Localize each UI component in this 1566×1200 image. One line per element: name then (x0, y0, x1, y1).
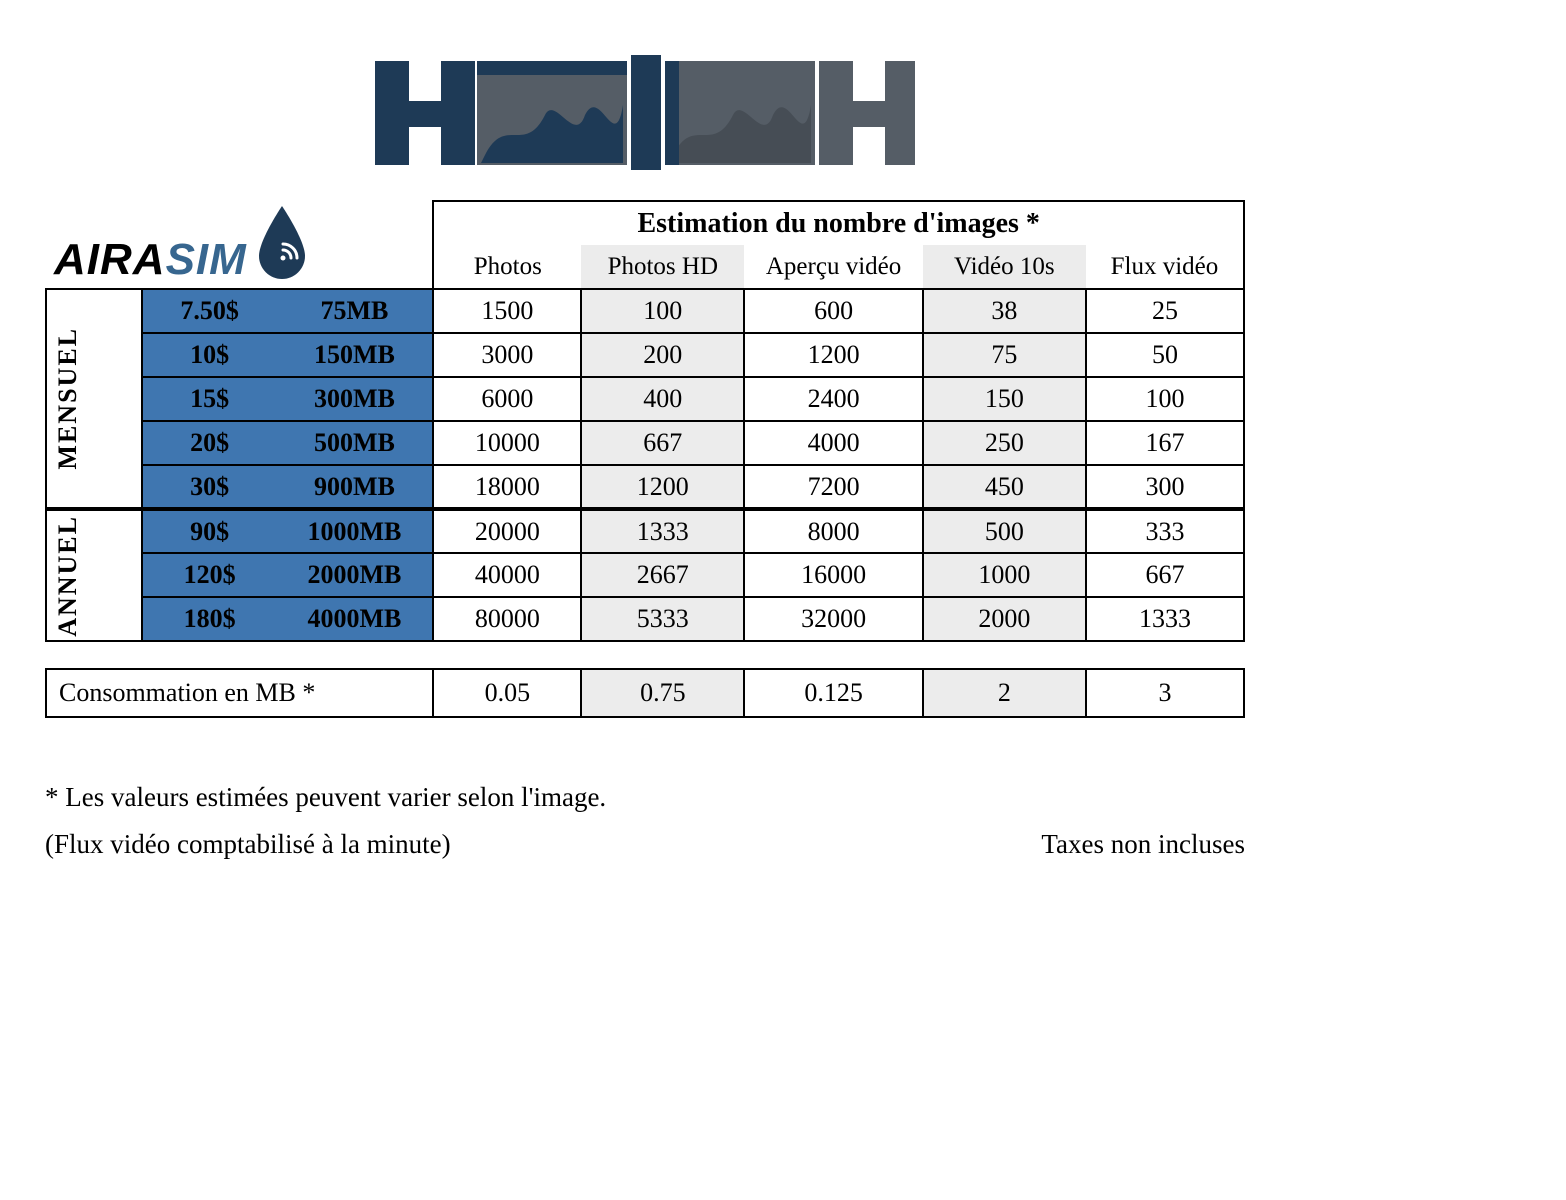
table-row: 180$4000MB8000053333200020001333 (46, 597, 1244, 641)
brand-text-b: SIM (166, 235, 247, 284)
plan-data: 900MB (276, 465, 433, 509)
plan-price: 20$ (142, 421, 277, 465)
brand-cell: AIRASIM (46, 201, 433, 289)
consumption-row: Consommation en MB *0.050.750.12523 (46, 669, 1244, 717)
section-label: MENSUEL (46, 289, 142, 509)
value-cell: 10000 (433, 421, 581, 465)
plan-price: 120$ (142, 553, 277, 597)
plan-data: 300MB (276, 377, 433, 421)
value-cell: 32000 (744, 597, 922, 641)
consumption-table: Consommation en MB *0.050.750.12523 (45, 668, 1245, 718)
value-cell: 500 (923, 509, 1086, 553)
consumption-label: Consommation en MB * (46, 669, 433, 717)
value-cell: 16000 (744, 553, 922, 597)
top-logo (375, 55, 915, 170)
footnotes: * Les valeurs estimées peuvent varier se… (45, 774, 1245, 869)
value-cell: 100 (581, 289, 744, 333)
value-cell: 5333 (581, 597, 744, 641)
header-row: AIRASIM Estimation du nombre d'images * (46, 201, 1244, 245)
drop-icon (253, 204, 311, 282)
value-cell: 25 (1086, 289, 1244, 333)
plan-data: 4000MB (276, 597, 433, 641)
footnote-line2: (Flux vidéo comptabilisé à la minute) (45, 821, 606, 868)
value-cell: 600 (744, 289, 922, 333)
value-cell: 38 (923, 289, 1086, 333)
value-cell: 6000 (433, 377, 581, 421)
value-cell: 75 (923, 333, 1086, 377)
value-cell: 2000 (923, 597, 1086, 641)
consumption-value: 0.05 (433, 669, 581, 717)
brand-text: AIRASIM (54, 238, 247, 282)
column-header: Flux vidéo (1086, 245, 1244, 289)
value-cell: 100 (1086, 377, 1244, 421)
table-row: 15$300MB60004002400150100 (46, 377, 1244, 421)
table-row: MENSUEL7.50$75MB15001006003825 (46, 289, 1244, 333)
value-cell: 400 (581, 377, 744, 421)
value-cell: 167 (1086, 421, 1244, 465)
table-row: 120$2000MB400002667160001000667 (46, 553, 1244, 597)
plan-price: 15$ (142, 377, 277, 421)
column-header: Photos (433, 245, 581, 289)
plan-price: 30$ (142, 465, 277, 509)
value-cell: 8000 (744, 509, 922, 553)
value-cell: 20000 (433, 509, 581, 553)
plan-price: 90$ (142, 509, 277, 553)
pricing-body: MENSUEL7.50$75MB1500100600382510$150MB30… (46, 289, 1244, 641)
consumption-value: 0.125 (744, 669, 922, 717)
table-row: 30$900MB1800012007200450300 (46, 465, 1244, 509)
value-cell: 300 (1086, 465, 1244, 509)
header-title: Estimation du nombre d'images * (433, 201, 1244, 245)
column-header: Aperçu vidéo (744, 245, 922, 289)
value-cell: 2667 (581, 553, 744, 597)
value-cell: 4000 (744, 421, 922, 465)
value-cell: 18000 (433, 465, 581, 509)
value-cell: 1333 (581, 509, 744, 553)
footnote-left: * Les valeurs estimées peuvent varier se… (45, 774, 606, 869)
plan-price: 180$ (142, 597, 277, 641)
value-cell: 3000 (433, 333, 581, 377)
column-header: Vidéo 10s (923, 245, 1086, 289)
plan-data: 500MB (276, 421, 433, 465)
consumption-value: 3 (1086, 669, 1244, 717)
pricing-table: AIRASIM Estimation du nombre d'images * … (45, 200, 1245, 642)
value-cell: 450 (923, 465, 1086, 509)
brand-text-a: AIRA (54, 235, 166, 284)
section-label: ANNUEL (46, 509, 142, 641)
page-container: AIRASIM Estimation du nombre d'images * … (45, 55, 1245, 869)
value-cell: 250 (923, 421, 1086, 465)
footnote-tax: Taxes non incluses (1041, 821, 1245, 868)
consumption-value: 2 (923, 669, 1086, 717)
plan-data: 150MB (276, 333, 433, 377)
plan-price: 7.50$ (142, 289, 277, 333)
plan-data: 2000MB (276, 553, 433, 597)
value-cell: 1200 (744, 333, 922, 377)
value-cell: 200 (581, 333, 744, 377)
plan-data: 1000MB (276, 509, 433, 553)
value-cell: 80000 (433, 597, 581, 641)
plan-price: 10$ (142, 333, 277, 377)
plan-data: 75MB (276, 289, 433, 333)
value-cell: 50 (1086, 333, 1244, 377)
value-cell: 7200 (744, 465, 922, 509)
table-row: 10$150MB300020012007550 (46, 333, 1244, 377)
consumption-value: 0.75 (581, 669, 744, 717)
value-cell: 1500 (433, 289, 581, 333)
value-cell: 667 (581, 421, 744, 465)
value-cell: 1333 (1086, 597, 1244, 641)
value-cell: 333 (1086, 509, 1244, 553)
value-cell: 2400 (744, 377, 922, 421)
table-row: ANNUEL90$1000MB2000013338000500333 (46, 509, 1244, 553)
footnote-line1: * Les valeurs estimées peuvent varier se… (45, 774, 606, 821)
value-cell: 1200 (581, 465, 744, 509)
value-cell: 150 (923, 377, 1086, 421)
value-cell: 667 (1086, 553, 1244, 597)
value-cell: 40000 (433, 553, 581, 597)
value-cell: 1000 (923, 553, 1086, 597)
column-header: Photos HD (581, 245, 744, 289)
table-row: 20$500MB100006674000250167 (46, 421, 1244, 465)
